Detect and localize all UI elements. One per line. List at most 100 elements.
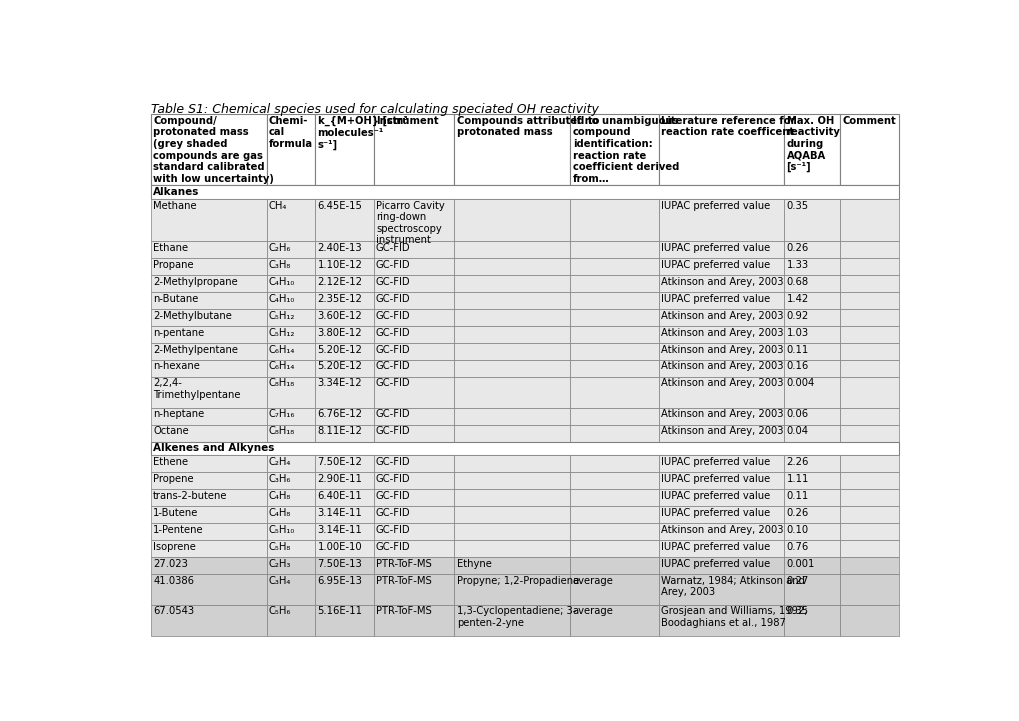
Text: 0.11: 0.11 <box>786 491 808 501</box>
Bar <box>570 455 658 472</box>
Bar <box>266 605 315 635</box>
Text: IUPAC preferred value: IUPAC preferred value <box>660 200 769 211</box>
Text: 6.76E-12: 6.76E-12 <box>317 409 362 419</box>
Bar <box>315 275 373 292</box>
Text: Compounds attributed to
protonated mass: Compounds attributed to protonated mass <box>457 116 598 138</box>
Text: C₃H₈: C₃H₈ <box>269 260 291 270</box>
Text: IUPAC preferred value: IUPAC preferred value <box>660 293 769 304</box>
Bar <box>840 199 898 241</box>
Bar <box>453 472 570 490</box>
Text: Comment: Comment <box>842 116 896 125</box>
Text: Atkinson and Arey, 2003: Atkinson and Arey, 2003 <box>660 361 783 371</box>
Bar <box>315 523 373 540</box>
Bar <box>840 241 898 258</box>
Bar <box>373 258 453 275</box>
Bar <box>453 523 570 540</box>
Text: Max. OH
reactivity
during
AQABA
[s⁻¹]: Max. OH reactivity during AQABA [s⁻¹] <box>786 116 840 172</box>
Text: Warnatz, 1984; Atkinson and
Arey, 2003: Warnatz, 1984; Atkinson and Arey, 2003 <box>660 575 804 597</box>
Bar <box>373 114 453 185</box>
Text: 0.27: 0.27 <box>786 575 808 585</box>
Text: C₅H₈: C₅H₈ <box>269 541 291 552</box>
Bar <box>373 241 453 258</box>
Text: Ethene: Ethene <box>153 457 189 466</box>
Bar <box>315 605 373 635</box>
Bar <box>570 343 658 360</box>
Text: GC-FID: GC-FID <box>376 379 411 389</box>
Bar <box>373 574 453 605</box>
Text: Propane: Propane <box>153 260 194 270</box>
Bar <box>658 114 784 185</box>
Bar <box>266 275 315 292</box>
Bar <box>151 309 266 326</box>
Text: C₄H₁₀: C₄H₁₀ <box>269 277 296 287</box>
Text: Instrument: Instrument <box>376 116 438 125</box>
Bar <box>570 199 658 241</box>
Bar <box>784 258 840 275</box>
Bar <box>315 360 373 377</box>
Bar <box>453 292 570 309</box>
Bar <box>570 557 658 574</box>
Bar <box>840 343 898 360</box>
Text: GC-FID: GC-FID <box>376 243 411 252</box>
Bar <box>658 407 784 425</box>
Bar <box>151 275 266 292</box>
Bar <box>453 455 570 472</box>
Bar <box>151 441 898 455</box>
Text: 2.40E-13: 2.40E-13 <box>317 243 362 252</box>
Text: 2-Methylpropane: 2-Methylpropane <box>153 277 237 287</box>
Text: 1-Butene: 1-Butene <box>153 508 199 518</box>
Bar <box>658 343 784 360</box>
Text: 0.001: 0.001 <box>786 559 814 569</box>
Text: Chemi-
cal
formula: Chemi- cal formula <box>269 116 313 149</box>
Bar <box>453 407 570 425</box>
Bar <box>151 490 266 506</box>
Bar <box>570 326 658 343</box>
Text: Alkanes: Alkanes <box>153 187 200 197</box>
Bar <box>315 377 373 407</box>
Bar <box>784 523 840 540</box>
Bar <box>373 490 453 506</box>
Bar <box>840 407 898 425</box>
Text: C₂H₆: C₂H₆ <box>269 243 291 252</box>
Bar <box>266 326 315 343</box>
Text: GC-FID: GC-FID <box>376 293 411 304</box>
Text: C₅H₁₀: C₅H₁₀ <box>269 525 296 535</box>
Bar <box>570 472 658 490</box>
Bar <box>784 360 840 377</box>
Text: 0.26: 0.26 <box>786 508 808 518</box>
Bar <box>658 455 784 472</box>
Bar <box>151 605 266 635</box>
Text: Table S1: Chemical species used for calculating speciated OH reactivity: Table S1: Chemical species used for calc… <box>151 102 598 115</box>
Text: 3.34E-12: 3.34E-12 <box>317 379 362 389</box>
Text: C₃H₄: C₃H₄ <box>269 575 291 585</box>
Bar <box>453 540 570 557</box>
Bar <box>658 523 784 540</box>
Text: k_{M+OH} [cm³
molecules⁻¹
s⁻¹]: k_{M+OH} [cm³ molecules⁻¹ s⁻¹] <box>317 116 407 149</box>
Bar <box>784 309 840 326</box>
Text: PTR-ToF-MS: PTR-ToF-MS <box>376 575 431 585</box>
Text: n-hexane: n-hexane <box>153 361 200 371</box>
Bar <box>658 472 784 490</box>
Text: 5.20E-12: 5.20E-12 <box>317 361 362 371</box>
Bar <box>784 472 840 490</box>
Text: C₆H₁₄: C₆H₁₄ <box>269 361 296 371</box>
Bar <box>373 360 453 377</box>
Bar <box>266 540 315 557</box>
Text: IUPAC preferred value: IUPAC preferred value <box>660 260 769 270</box>
Bar <box>570 377 658 407</box>
Bar <box>151 425 266 441</box>
Text: 7.50E-13: 7.50E-13 <box>317 559 362 569</box>
Text: trans-2-butene: trans-2-butene <box>153 491 227 501</box>
Bar <box>453 309 570 326</box>
Text: GC-FID: GC-FID <box>376 474 411 484</box>
Text: 2.35E-12: 2.35E-12 <box>317 293 362 304</box>
Bar <box>453 241 570 258</box>
Bar <box>840 557 898 574</box>
Bar <box>784 490 840 506</box>
Bar <box>151 557 266 574</box>
Text: 0.26: 0.26 <box>786 243 808 252</box>
Text: PTR-ToF-MS: PTR-ToF-MS <box>376 559 431 569</box>
Bar <box>373 455 453 472</box>
Bar <box>151 506 266 523</box>
Bar <box>373 605 453 635</box>
